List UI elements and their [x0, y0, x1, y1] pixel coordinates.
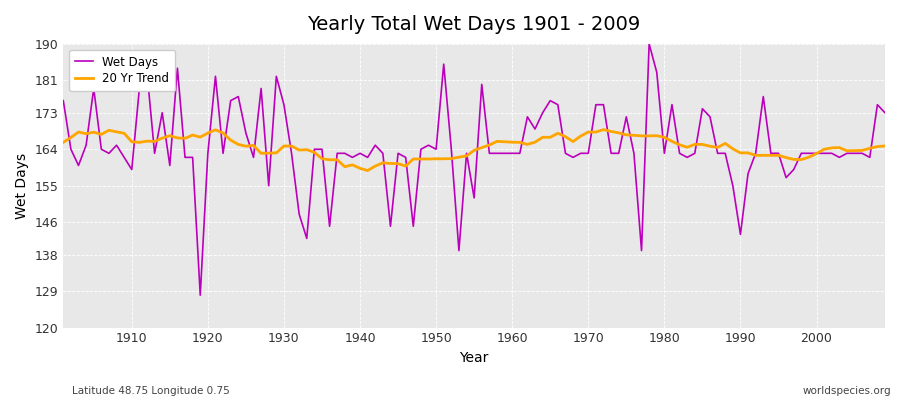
Wet Days: [293, 212, 304, 216]
20 Yr Trend: [613, 130, 624, 135]
Wet Days: [119, 155, 130, 160]
20 Yr Trend: [58, 140, 68, 145]
20 Yr Trend: [362, 168, 373, 173]
Wet Days: [515, 151, 526, 156]
X-axis label: Year: Year: [460, 351, 489, 365]
20 Yr Trend: [332, 157, 343, 162]
Wet Days: [606, 151, 616, 156]
Line: 20 Yr Trend: 20 Yr Trend: [63, 130, 885, 170]
Legend: Wet Days, 20 Yr Trend: Wet Days, 20 Yr Trend: [69, 50, 176, 91]
Wet Days: [339, 151, 350, 156]
Wet Days: [644, 42, 654, 46]
Text: Latitude 48.75 Longitude 0.75: Latitude 48.75 Longitude 0.75: [72, 386, 230, 396]
Line: Wet Days: Wet Days: [63, 44, 885, 295]
Wet Days: [879, 110, 890, 115]
Wet Days: [194, 293, 205, 298]
20 Yr Trend: [507, 140, 517, 144]
20 Yr Trend: [286, 144, 297, 148]
20 Yr Trend: [598, 127, 609, 132]
Wet Days: [58, 98, 68, 103]
Wet Days: [507, 151, 517, 156]
20 Yr Trend: [879, 144, 890, 148]
20 Yr Trend: [119, 131, 130, 136]
Text: worldspecies.org: worldspecies.org: [803, 386, 891, 396]
Title: Yearly Total Wet Days 1901 - 2009: Yearly Total Wet Days 1901 - 2009: [308, 15, 641, 34]
Y-axis label: Wet Days: Wet Days: [15, 153, 29, 219]
20 Yr Trend: [515, 140, 526, 145]
